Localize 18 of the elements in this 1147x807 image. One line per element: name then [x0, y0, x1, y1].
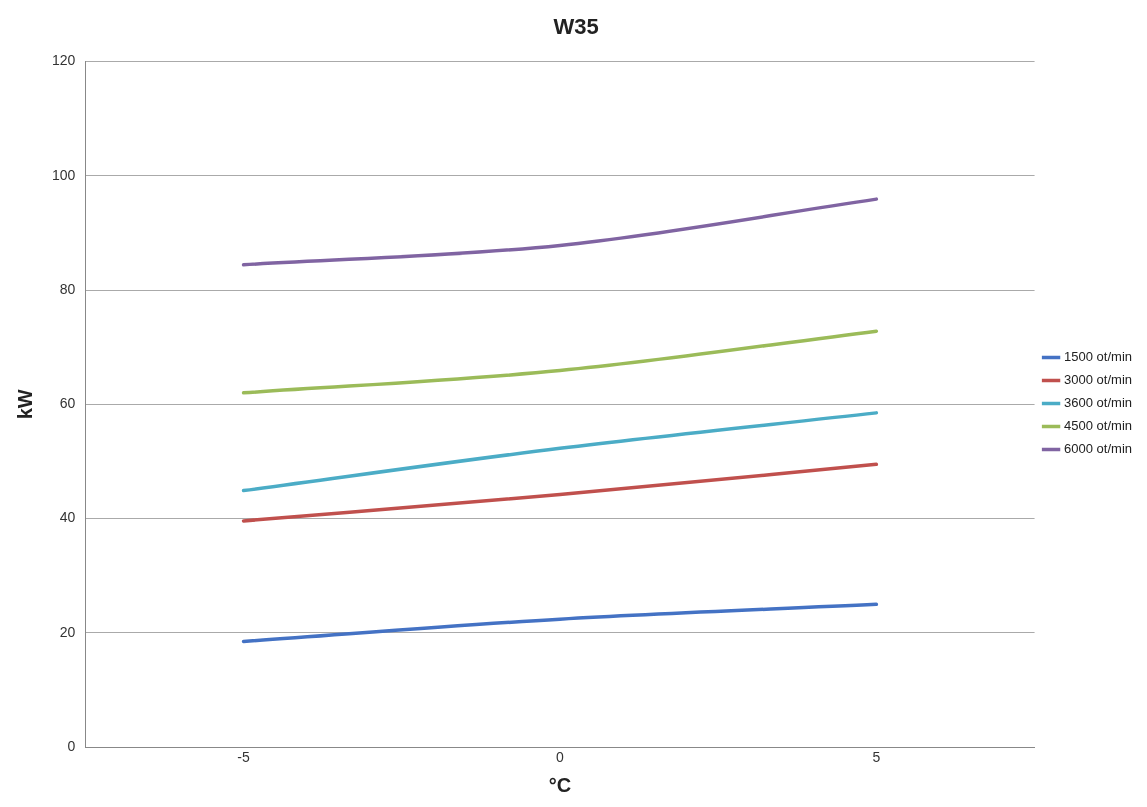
y-tick-label: 60: [59, 395, 76, 412]
legend-label: 6000 ot/min: [1064, 441, 1132, 457]
x-tick-label: 5: [872, 749, 881, 766]
y-tick-label: 80: [59, 280, 76, 297]
legend-label: 3600 ot/min: [1064, 395, 1132, 411]
legend-label: 3000 ot/min: [1064, 372, 1132, 388]
x-tick-label: -5: [237, 749, 250, 766]
y-tick-label: 0: [67, 738, 76, 755]
legend-label: 1500 ot/min: [1064, 349, 1132, 365]
y-axis-title: kW: [13, 389, 36, 420]
x-tick-label: 0: [556, 749, 565, 766]
y-tick-label: 40: [59, 509, 76, 526]
y-tick-label: 120: [52, 52, 76, 69]
x-axis-title: °C: [548, 773, 572, 796]
chart-title: W35: [553, 14, 599, 40]
y-tick-label: 100: [52, 166, 76, 183]
y-tick-label: 20: [59, 623, 76, 640]
legend-label: 4500 ot/min: [1064, 418, 1132, 434]
